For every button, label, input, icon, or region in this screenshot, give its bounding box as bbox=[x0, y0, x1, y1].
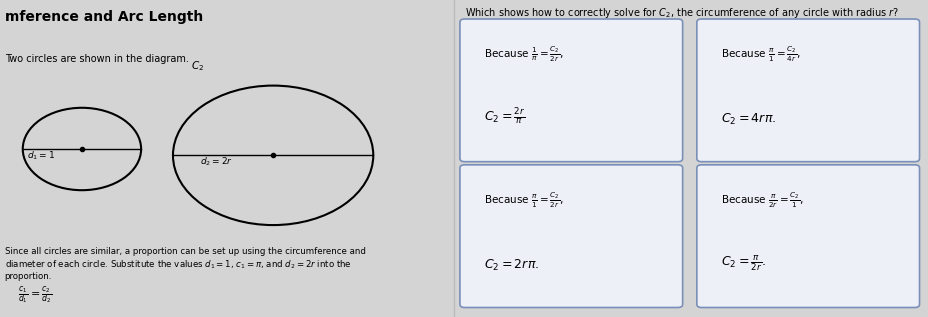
Text: Which shows how to correctly solve for $C_2$, the circumference of any circle wi: Which shows how to correctly solve for $… bbox=[464, 6, 897, 20]
Text: $C_2 = 2r\pi.$: $C_2 = 2r\pi.$ bbox=[483, 257, 538, 273]
Text: $C_2 = 4r\pi.$: $C_2 = 4r\pi.$ bbox=[720, 112, 775, 127]
Text: $d_2=2r$: $d_2=2r$ bbox=[200, 155, 233, 168]
Text: Because $\frac{1}{\pi} = \frac{C_2}{2r}$,: Because $\frac{1}{\pi} = \frac{C_2}{2r}$… bbox=[483, 44, 563, 64]
Text: $C_2$: $C_2$ bbox=[191, 59, 204, 73]
Text: $\frac{c_1}{d_1} = \frac{c_2}{d_2}$: $\frac{c_1}{d_1} = \frac{c_2}{d_2}$ bbox=[19, 284, 53, 306]
FancyBboxPatch shape bbox=[696, 19, 919, 162]
Text: Because $\frac{\pi}{1} = \frac{C_2}{2r}$,: Because $\frac{\pi}{1} = \frac{C_2}{2r}$… bbox=[483, 190, 563, 210]
Text: Two circles are shown in the diagram.: Two circles are shown in the diagram. bbox=[5, 54, 188, 64]
Text: Because $\frac{\pi}{2r} = \frac{C_2}{1}$,: Because $\frac{\pi}{2r} = \frac{C_2}{1}$… bbox=[720, 190, 803, 210]
FancyBboxPatch shape bbox=[459, 165, 682, 307]
Text: $d_1=1$: $d_1=1$ bbox=[27, 149, 55, 162]
Text: $C_2 = \frac{\pi}{2r}.$: $C_2 = \frac{\pi}{2r}.$ bbox=[720, 253, 765, 273]
Text: $C_2 = \frac{2r}{\pi}$: $C_2 = \frac{2r}{\pi}$ bbox=[483, 106, 524, 127]
Text: Since all circles are similar, a proportion can be set up using the circumferenc: Since all circles are similar, a proport… bbox=[5, 247, 365, 281]
Text: Because $\frac{\pi}{1} = \frac{C_2}{4r}$,: Because $\frac{\pi}{1} = \frac{C_2}{4r}$… bbox=[720, 44, 800, 64]
Text: mference and Arc Length: mference and Arc Length bbox=[5, 10, 202, 23]
FancyBboxPatch shape bbox=[459, 19, 682, 162]
FancyBboxPatch shape bbox=[696, 165, 919, 307]
